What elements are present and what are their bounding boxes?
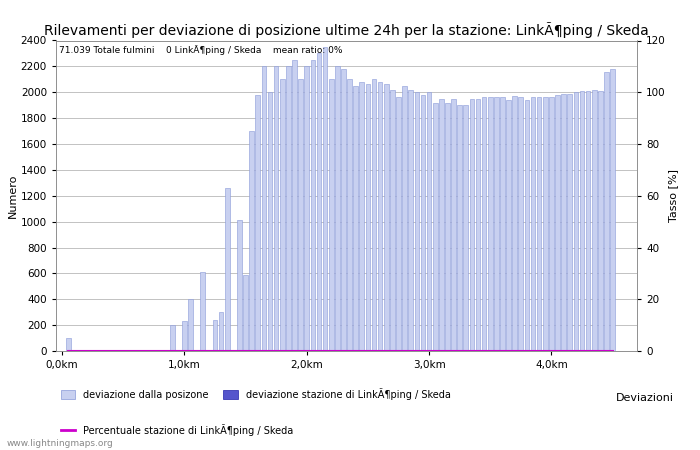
Bar [329,79,333,351]
Bar [311,60,315,351]
Bar [604,72,609,351]
Bar [568,94,572,351]
Bar [408,90,413,351]
Bar [292,60,297,351]
Bar [341,69,346,351]
Bar [323,47,328,351]
Bar [354,86,358,351]
Bar [360,82,364,351]
Bar [365,85,370,351]
Bar [182,321,187,351]
Bar [200,272,205,351]
Legend: deviazione dalla posizone, deviazione stazione di LinkÃ¶ping / Skeda: deviazione dalla posizone, deviazione st… [61,388,451,400]
Bar [237,220,241,351]
Legend: Percentuale stazione di LinkÃ¶ping / Skeda: Percentuale stazione di LinkÃ¶ping / Ske… [61,424,293,436]
Bar [213,320,217,351]
Bar [463,105,468,351]
Bar [524,100,529,351]
Bar [347,79,352,351]
Y-axis label: Numero: Numero [8,174,18,218]
Bar [482,97,486,351]
Bar [280,79,285,351]
Bar [249,131,254,351]
Bar [494,97,498,351]
Title: Rilevamenti per deviazione di posizione ultime 24h per la stazione: LinkÃ¶ping /: Rilevamenti per deviazione di posizione … [44,22,649,38]
Bar [531,97,536,351]
Bar [549,97,554,351]
Bar [500,97,505,351]
Bar [476,99,480,351]
Text: Deviazioni: Deviazioni [616,393,674,403]
Bar [586,91,590,351]
Bar [488,97,493,351]
Text: www.lightningmaps.org: www.lightningmaps.org [7,439,113,448]
Bar [592,90,596,351]
Bar [580,91,584,351]
Bar [170,325,174,351]
Bar [610,69,615,351]
Bar [256,95,260,351]
Bar [267,92,272,351]
Y-axis label: Tasso [%]: Tasso [%] [668,169,678,222]
Bar [519,97,523,351]
Bar [262,66,266,351]
Bar [414,92,419,351]
Text: 71.039 Totale fulmini    0 LinkÃ¶ping / Skeda    mean ratio: 0%: 71.039 Totale fulmini 0 LinkÃ¶ping / Ske… [59,45,342,55]
Bar [298,79,303,351]
Bar [66,338,71,351]
Bar [445,103,449,351]
Bar [439,99,444,351]
Bar [561,94,566,351]
Bar [286,66,290,351]
Bar [573,92,578,351]
Bar [225,188,230,351]
Bar [506,100,511,351]
Bar [384,85,388,351]
Bar [372,79,377,351]
Bar [555,95,560,351]
Bar [598,91,603,351]
Bar [396,97,401,351]
Bar [335,66,340,351]
Bar [512,96,517,351]
Bar [543,97,547,351]
Bar [219,312,223,351]
Bar [537,97,542,351]
Bar [316,54,321,351]
Bar [421,95,426,351]
Bar [378,82,382,351]
Bar [274,66,279,351]
Bar [390,90,395,351]
Bar [457,105,462,351]
Bar [433,103,438,351]
Bar [470,99,474,351]
Bar [402,86,407,351]
Bar [188,299,193,351]
Bar [427,92,431,351]
Bar [244,274,248,351]
Bar [304,66,309,351]
Bar [452,99,456,351]
